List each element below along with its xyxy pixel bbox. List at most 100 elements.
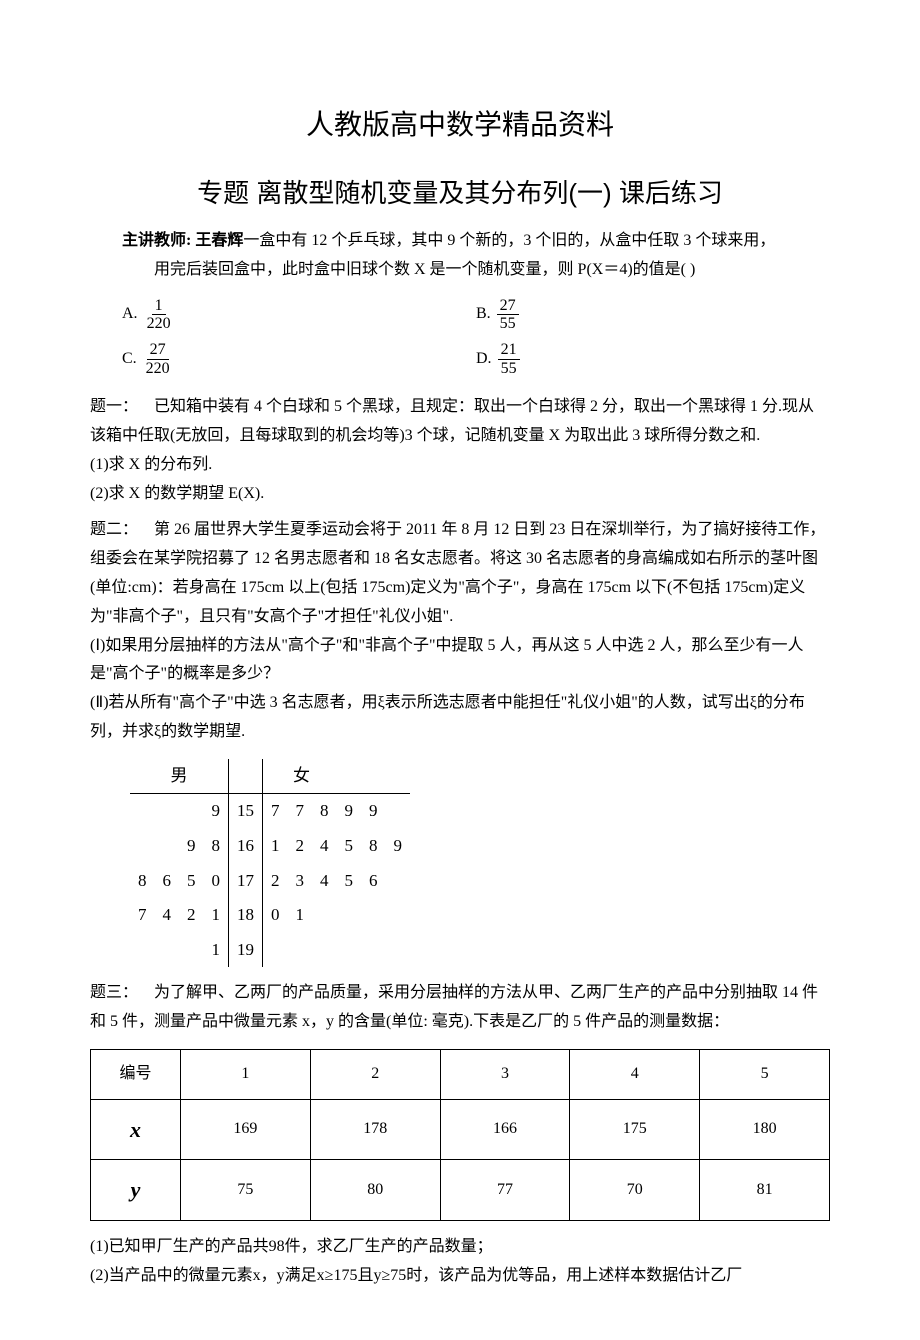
row-y-label: y (91, 1160, 181, 1221)
stemleaf-right-cell: 2 (263, 864, 288, 899)
stemleaf-left-cell: 9 (179, 829, 204, 864)
x-2: 178 (310, 1099, 440, 1160)
q1-sub1: (1)求 X 的分布列. (90, 451, 830, 480)
stemleaf-left-cell: 9 (204, 794, 229, 829)
stemleaf-left-cell: 2 (179, 898, 204, 933)
stemleaf-right-cell: 9 (337, 794, 362, 829)
stemleaf-right-cell: 7 (263, 794, 288, 829)
sub-title: 专题 离散型随机变量及其分布列(一) 课后练习 (90, 170, 830, 217)
stemleaf-right-cell: 2 (288, 829, 313, 864)
table-row-y: y 75 80 77 70 81 (91, 1160, 830, 1221)
stemleaf-right-cell: 4 (312, 864, 337, 899)
stemleaf-left-cell: 5 (179, 864, 204, 899)
col-3: 3 (440, 1049, 570, 1099)
stemleaf-row: 91577899 (130, 794, 410, 829)
stemleaf-right-cell (263, 933, 288, 968)
stemleaf-right-cell: 7 (288, 794, 313, 829)
stemleaf-left-cell (155, 933, 180, 968)
q3-label: 题三： (90, 984, 138, 1001)
instructor-line-1: 主讲教师: 王春辉一盒中有 12 个乒乓球，其中 9 个新的，3 个旧的，从盒中… (90, 227, 830, 256)
stemleaf-left-cell: 0 (204, 864, 229, 899)
q2-label: 题二： (90, 521, 138, 538)
stemleaf-right-cell: 0 (263, 898, 288, 933)
stemleaf-left-cell (130, 829, 155, 864)
y-2: 80 (310, 1160, 440, 1221)
stemleaf-right-cell: 5 (337, 864, 362, 899)
y-1: 75 (181, 1160, 311, 1221)
q1-sub2: (2)求 X 的数学期望 E(X). (90, 480, 830, 509)
stemleaf-right-cell (312, 933, 337, 968)
q2-sub2: (Ⅱ)若从所有"高个子"中选 3 名志愿者，用ξ表示所选志愿者中能担任"礼仪小姐… (90, 689, 830, 747)
stemleaf-row: 74211801 (130, 898, 410, 933)
stemleaf-left-cell (179, 933, 204, 968)
intro-text-2: 用完后装回盒中，此时盒中旧球个数 X 是一个随机变量，则 P(X＝4)的值是( … (90, 256, 830, 285)
q1-label: 题一： (90, 398, 138, 415)
stemleaf-right-cell (312, 898, 337, 933)
q3-body: 题三： 为了解甲、乙两厂的产品质量，采用分层抽样的方法从甲、乙两厂生产的产品中分… (90, 979, 830, 1037)
stemleaf-right-cell (337, 898, 362, 933)
stemleaf-right-cell: 6 (361, 864, 386, 899)
stemleaf-right-cell: 3 (288, 864, 313, 899)
stemleaf-left-cell (130, 933, 155, 968)
tail-sub1: (1)已知甲厂生产的产品共98件，求乙厂生产的产品数量； (90, 1233, 830, 1262)
stemleaf-row: 119 (130, 933, 410, 968)
stemleaf-right-cell: 4 (312, 829, 337, 864)
stemleaf-left-cell: 7 (130, 898, 155, 933)
instructor-label: 主讲教师: 王春辉 (122, 232, 243, 249)
col-2: 2 (310, 1049, 440, 1099)
table-row-header: 编号 1 2 3 4 5 (91, 1049, 830, 1099)
stemleaf-right-cell: 8 (361, 829, 386, 864)
stemleaf-left-cell: 6 (155, 864, 180, 899)
option-b: B. 2755 (476, 293, 830, 337)
x-5: 180 (700, 1099, 830, 1160)
data-table: 编号 1 2 3 4 5 x 169 178 166 175 180 y 75 … (90, 1049, 830, 1221)
stemleaf-stem-cell: 19 (229, 933, 263, 968)
stemleaf-right-cell: 9 (386, 829, 411, 864)
stemleaf-right-cell (361, 898, 386, 933)
col-5: 5 (700, 1049, 830, 1099)
stemleaf-left-cell: 1 (204, 933, 229, 968)
stemleaf-right-cell (386, 933, 411, 968)
stemleaf-right-cell (337, 933, 362, 968)
x-4: 175 (570, 1099, 700, 1160)
main-title: 人教版高中数学精品资料 (90, 100, 830, 150)
stemleaf-header-stem (229, 759, 263, 794)
stemleaf-stem-cell: 18 (229, 898, 263, 933)
intro-text-1: 一盒中有 12 个乒乓球，其中 9 个新的，3 个旧的，从盒中任取 3 个球来用… (243, 232, 775, 249)
stemleaf-right-cell: 9 (361, 794, 386, 829)
stemleaf-header-left: 男 (130, 759, 229, 794)
y-3: 77 (440, 1160, 570, 1221)
stemleaf-right-cell (361, 933, 386, 968)
stemleaf-stem-cell: 17 (229, 864, 263, 899)
stemleaf-left-cell: 4 (155, 898, 180, 933)
stemleaf-left-cell (179, 794, 204, 829)
table-row-x: x 169 178 166 175 180 (91, 1099, 830, 1160)
y-4: 70 (570, 1160, 700, 1221)
row-x-label: x (91, 1099, 181, 1160)
stemleaf-left-cell: 8 (130, 864, 155, 899)
stemleaf-right-cell (288, 933, 313, 968)
stemleaf-left-cell (155, 829, 180, 864)
q2-body: 题二： 第 26 届世界大学生夏季运动会将于 2011 年 8 月 12 日到 … (90, 516, 830, 631)
option-c: C. 27220 (122, 337, 476, 381)
stemleaf-left-cell: 8 (204, 829, 229, 864)
x-1: 169 (181, 1099, 311, 1160)
stemleaf-right-cell: 1 (263, 829, 288, 864)
options-block: A. 1220 B. 2755 C. 27220 D. 2155 (122, 293, 830, 381)
stemleaf-row: 9816124589 (130, 829, 410, 864)
stemleaf-left-cell (155, 794, 180, 829)
option-a: A. 1220 (122, 293, 476, 337)
y-5: 81 (700, 1160, 830, 1221)
stemleaf-right-cell: 8 (312, 794, 337, 829)
stemleaf-right-cell: 5 (337, 829, 362, 864)
q1-body: 题一： 已知箱中装有 4 个白球和 5 个黑球，且规定：取出一个白球得 2 分，… (90, 393, 830, 451)
stemleaf-right-cell: 1 (288, 898, 313, 933)
header-label-cell: 编号 (91, 1049, 181, 1099)
stemleaf-row: 86501723456 (130, 864, 410, 899)
x-3: 166 (440, 1099, 570, 1160)
col-1: 1 (181, 1049, 311, 1099)
stemleaf-stem-cell: 15 (229, 794, 263, 829)
stemleaf-right-cell (386, 794, 411, 829)
stemleaf-header-right: 女 (263, 759, 411, 794)
stem-leaf-plot: 男 女 915778999816124589865017234567421180… (130, 759, 410, 968)
